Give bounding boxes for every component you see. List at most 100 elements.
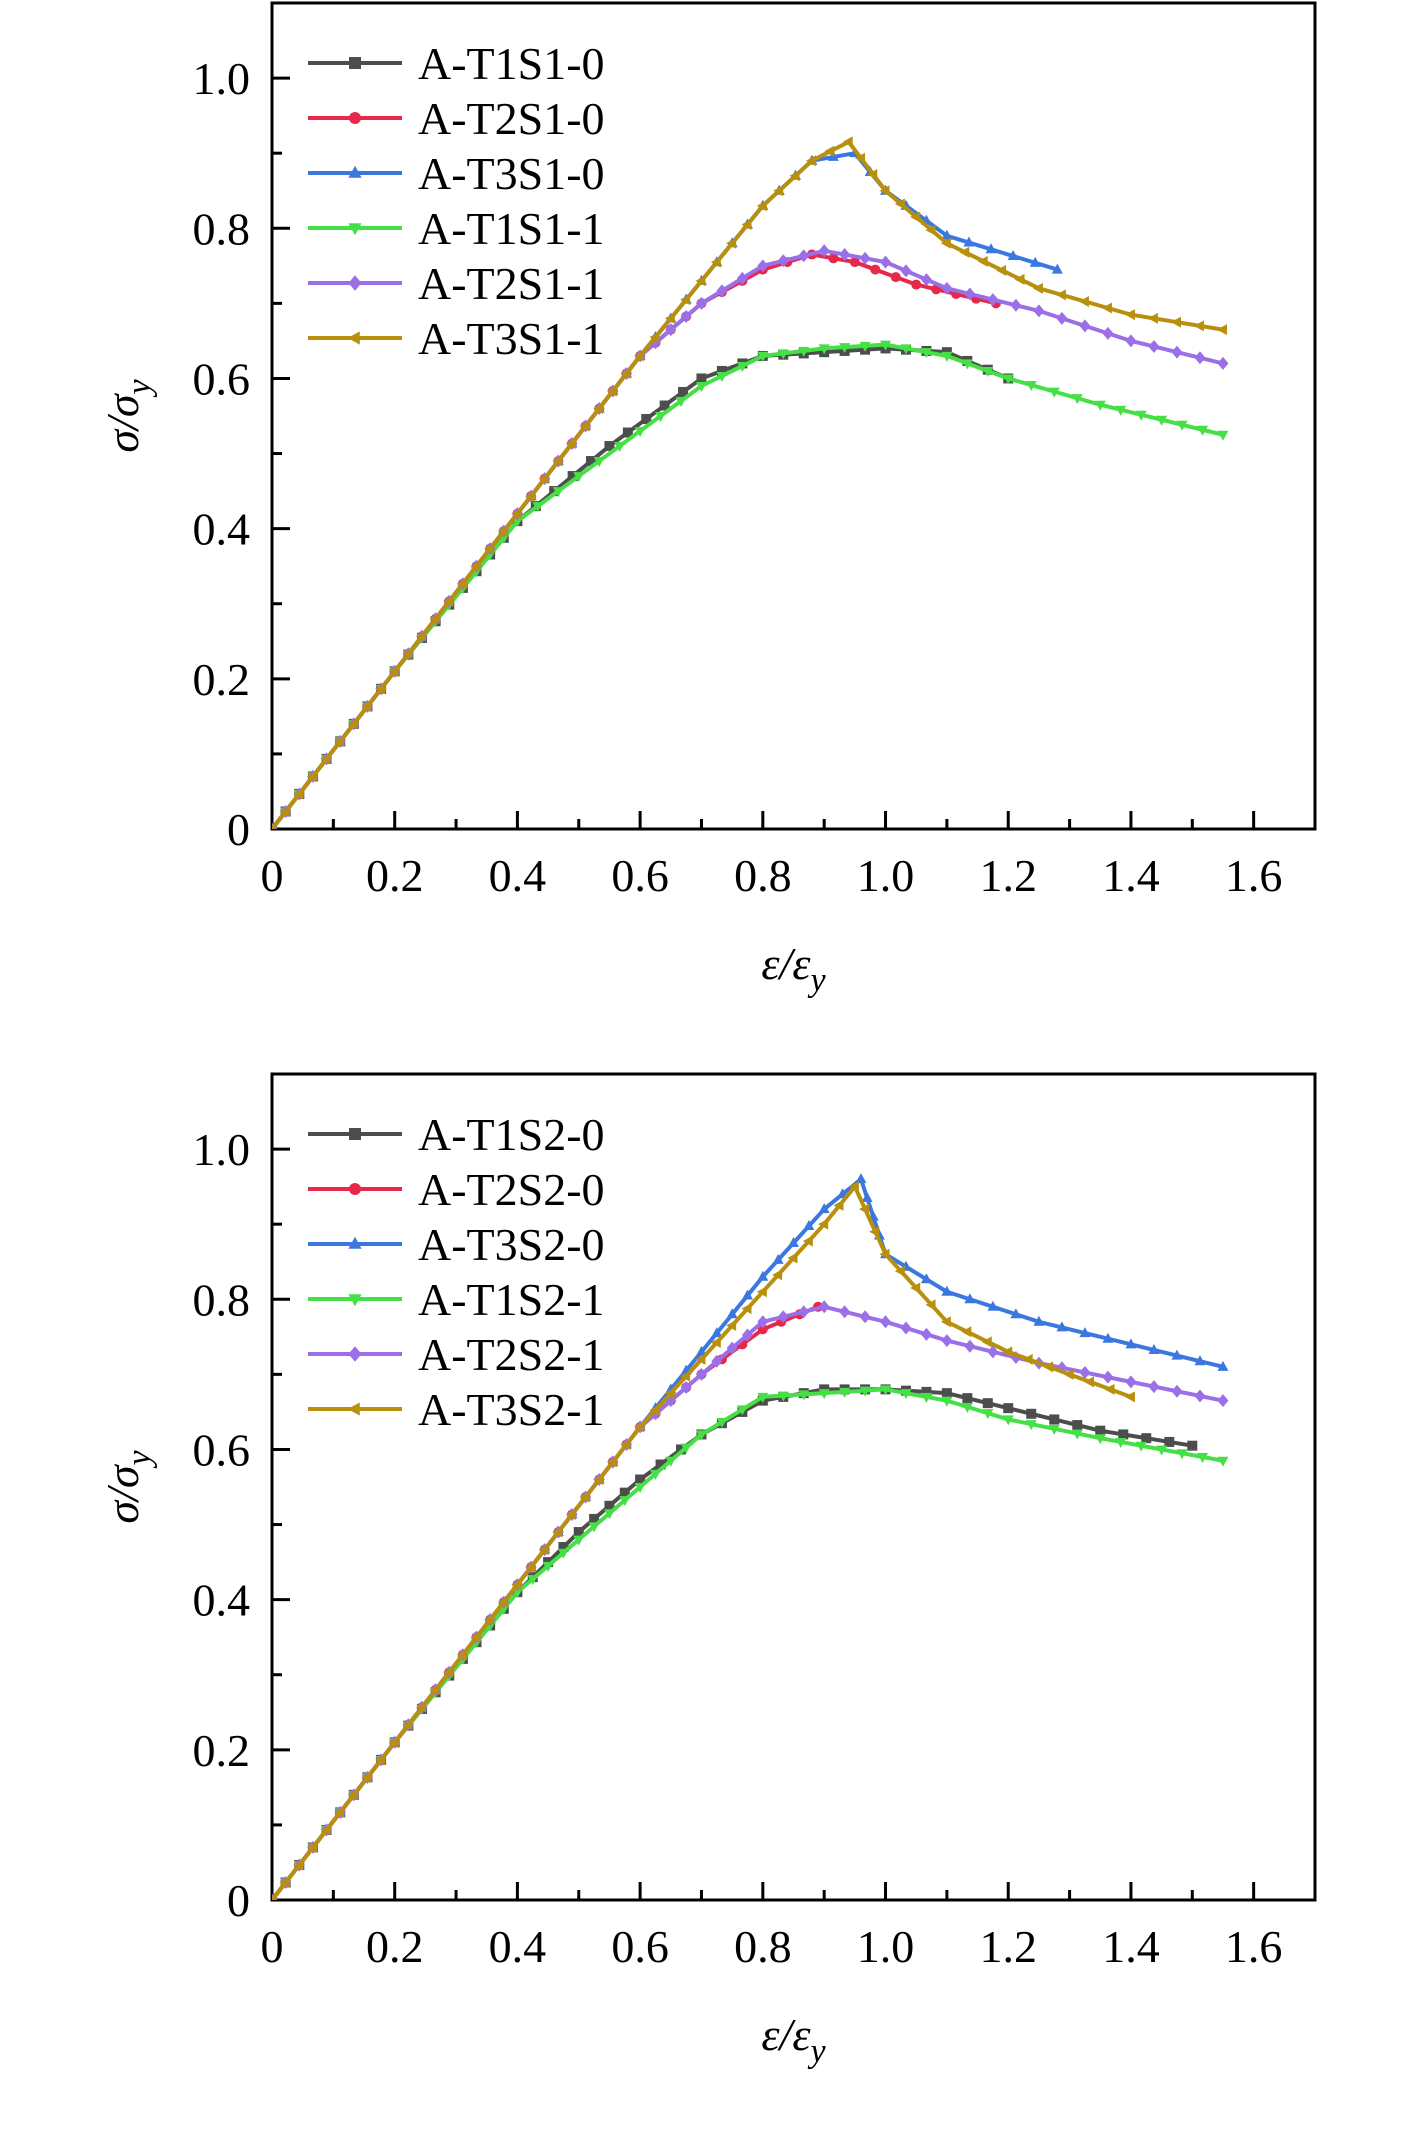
data-point	[1025, 381, 1037, 392]
data-point	[1176, 1449, 1188, 1460]
data-point	[678, 386, 689, 397]
data-point	[1029, 256, 1041, 267]
data-point	[1156, 415, 1168, 426]
data-point	[375, 683, 386, 695]
legend-marker	[348, 1294, 362, 1307]
data-point	[635, 1474, 646, 1485]
series-line	[272, 1184, 1132, 1900]
data-point	[869, 1226, 880, 1238]
data-point	[855, 1173, 867, 1184]
x-tick-label: 1.6	[1225, 850, 1283, 901]
data-point	[828, 253, 839, 264]
data-point	[818, 1389, 830, 1400]
data-point	[716, 371, 728, 382]
series-A-T3S1-1	[272, 136, 1227, 829]
data-point	[538, 473, 549, 485]
data-point	[470, 1631, 481, 1643]
data-point	[710, 256, 721, 268]
data-point	[982, 1409, 994, 1420]
data-point	[879, 185, 890, 197]
data-point	[920, 1273, 932, 1284]
data-point	[910, 1282, 921, 1294]
data-point	[710, 1336, 721, 1348]
data-point	[1171, 345, 1183, 359]
data-point	[1125, 1375, 1137, 1389]
data-point	[1072, 1420, 1083, 1431]
data-point	[695, 1430, 707, 1441]
data-point	[1102, 1332, 1114, 1343]
data-point	[798, 249, 810, 263]
data-point	[741, 219, 752, 231]
data-point	[716, 284, 728, 298]
data-point	[497, 525, 508, 537]
data-point	[842, 136, 853, 148]
data-point	[1125, 1338, 1137, 1349]
series-A-T1S1-0	[272, 343, 1014, 829]
data-point	[940, 237, 951, 249]
stress-strain-chart-bottom: 0 0.2 0.4 0.6 0.8 1.0 1.2 1.4 1.6 0 0.2 0.4 0.6 0.8 1.…	[97, 1072, 1317, 2070]
data-point	[941, 229, 953, 240]
data-point	[443, 1666, 454, 1678]
data-point	[859, 1203, 870, 1215]
data-point	[272, 1894, 276, 1900]
data-point	[538, 1544, 549, 1556]
data-point	[634, 427, 646, 438]
data-point	[334, 735, 345, 747]
y-axis-title: σ/σy	[97, 378, 158, 452]
data-point	[620, 367, 631, 379]
data-point	[1032, 282, 1043, 294]
data-point	[604, 1500, 615, 1511]
data-point	[1048, 387, 1060, 398]
legend-label: A-T2S2-0	[418, 1164, 605, 1215]
data-point	[293, 1859, 304, 1871]
data-point	[511, 1579, 522, 1591]
data-point	[542, 1561, 554, 1572]
data-point	[964, 1293, 976, 1304]
x-tick-label: 1.2	[979, 850, 1037, 901]
data-point	[910, 211, 921, 223]
data-point	[680, 1443, 692, 1454]
data-point	[981, 1336, 992, 1348]
data-point	[1002, 1346, 1013, 1358]
data-point	[726, 237, 737, 249]
data-point	[1148, 1343, 1160, 1354]
data-point	[726, 1341, 738, 1355]
data-point	[1049, 1414, 1060, 1425]
data-point	[606, 385, 617, 397]
y-tick-label: 1.0	[193, 53, 251, 104]
data-point	[659, 400, 670, 411]
data-point	[497, 1596, 508, 1608]
plot-frame	[270, 1072, 1317, 1902]
data-point	[1014, 273, 1025, 285]
data-point	[802, 1235, 813, 1247]
y-tick-label: 0.6	[193, 1424, 251, 1475]
data-point	[977, 255, 988, 267]
data-point	[833, 1199, 844, 1211]
x-tick-label: 0.8	[734, 850, 792, 901]
y-tick-label: 0.2	[193, 1725, 251, 1776]
data-point	[772, 1269, 783, 1281]
data-point	[987, 1300, 999, 1311]
series-line	[272, 151, 1058, 829]
data-point	[664, 312, 675, 324]
data-point	[1033, 304, 1045, 318]
data-point	[773, 185, 784, 197]
data-point	[757, 1270, 769, 1281]
data-point	[664, 1387, 675, 1399]
data-point	[962, 1393, 973, 1404]
data-point	[511, 508, 522, 520]
data-point	[456, 1649, 467, 1661]
data-point	[859, 1310, 871, 1324]
data-point	[777, 1310, 789, 1324]
data-point	[1043, 1361, 1054, 1373]
x-tick-label: 1.6	[1225, 1921, 1283, 1972]
data-point	[1071, 394, 1083, 405]
data-point	[818, 1203, 830, 1214]
data-point	[777, 349, 789, 360]
data-point	[573, 1535, 585, 1546]
data-point	[375, 1754, 386, 1766]
x-tick-label: 0	[261, 850, 284, 901]
data-point	[1056, 311, 1068, 325]
data-point	[818, 1300, 830, 1314]
data-point	[925, 224, 936, 236]
